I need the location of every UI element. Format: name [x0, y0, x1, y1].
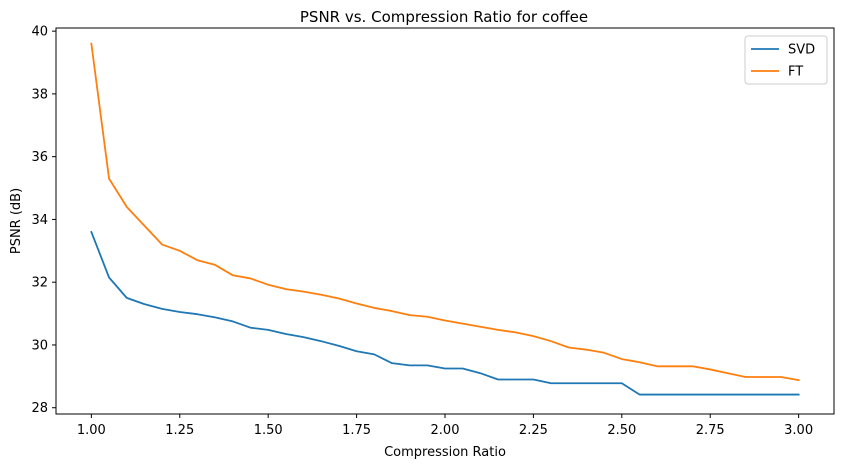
chart-title: PSNR vs. Compression Ratio for coffee [300, 8, 588, 26]
y-tick-label: 28 [31, 401, 48, 416]
x-axis-label: Compression Ratio [384, 445, 506, 460]
plot-frame [55, 27, 835, 415]
x-tick-label: 2.25 [519, 423, 548, 438]
x-tick-label: 2.50 [607, 423, 636, 438]
series-line-svd [90, 230, 800, 396]
y-tick-label: 30 [31, 338, 48, 353]
legend: SVD FT [744, 35, 828, 85]
y-tick-label: 34 [31, 213, 48, 228]
x-tick-label: 2.00 [431, 423, 460, 438]
x-tick-label: 3.00 [784, 423, 813, 438]
x-axis: 1.00 1.25 1.50 1.75 2.00 2.25 2.50 2.75 3.00 [77, 414, 813, 438]
legend-label-ft: FT [788, 65, 803, 80]
y-tick-label: 36 [31, 150, 48, 165]
y-tick-label: 40 [31, 25, 48, 40]
x-tick-label: 1.25 [165, 423, 194, 438]
y-tick-label: 32 [31, 276, 48, 291]
y-tick-label: 38 [31, 87, 48, 102]
x-tick-label: 1.75 [342, 423, 371, 438]
y-axis-label: PSNR (dB) [9, 188, 24, 254]
plot-area [90, 42, 800, 396]
series-line-ft [90, 42, 800, 382]
x-tick-label: 1.50 [254, 423, 283, 438]
x-tick-label: 2.75 [696, 423, 725, 438]
x-tick-label: 1.00 [77, 423, 106, 438]
y-axis: 28 30 32 34 36 38 40 [31, 25, 56, 416]
legend-frame [744, 35, 828, 85]
legend-label-svd: SVD [788, 43, 815, 58]
